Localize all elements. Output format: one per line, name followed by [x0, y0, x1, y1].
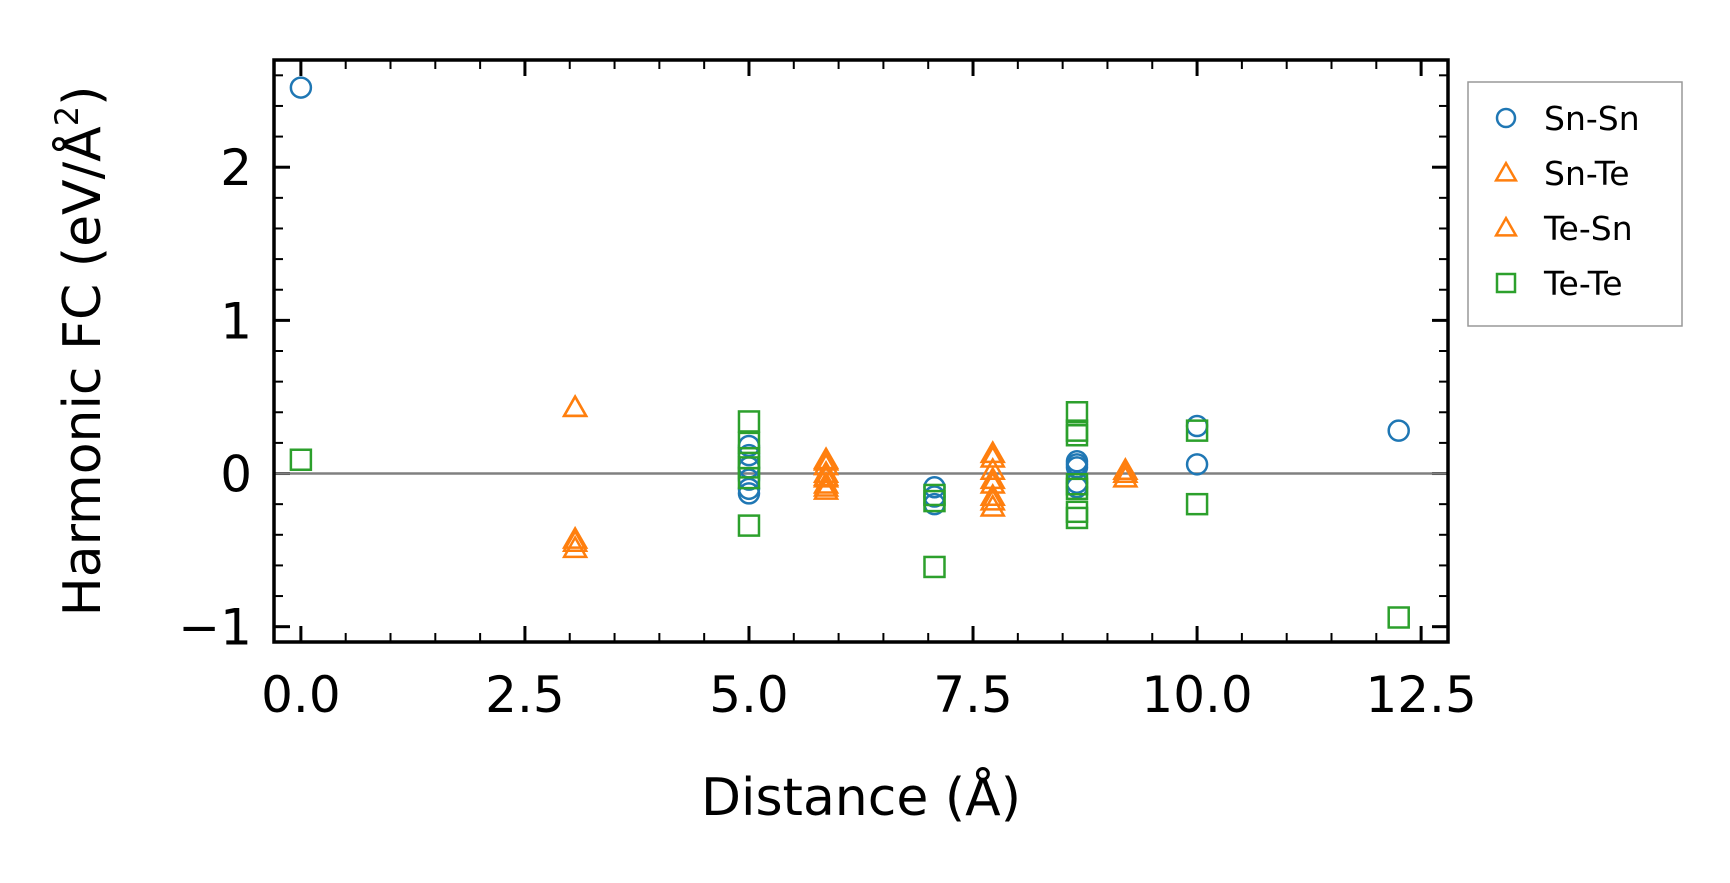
point-te-te: [1065, 423, 1089, 447]
point-sn-te: [1112, 464, 1139, 488]
x-axis-label: Distance (Å): [701, 766, 1021, 828]
point-te-te: [737, 410, 761, 433]
legend: Sn-Sn Sn-Te Te-Sn Te-Te: [1467, 81, 1683, 327]
point-te-te: [737, 466, 761, 490]
y-tick-label: −1: [178, 599, 252, 657]
series-sn-te: [561, 394, 1139, 559]
point-te-sn: [561, 394, 589, 418]
point-sn-sn: [1185, 453, 1209, 476]
point-sn-te: [979, 456, 1006, 480]
point-te-sn: [812, 473, 840, 497]
point-sn-sn: [737, 482, 761, 505]
point-te-te: [1185, 492, 1209, 516]
point-sn-sn: [1387, 419, 1410, 442]
x-tick-label: 7.5: [933, 666, 1013, 724]
legend-box: [1467, 81, 1683, 327]
point-te-te: [1065, 419, 1089, 442]
point-te-te: [923, 489, 946, 513]
point-te-te: [1065, 401, 1089, 424]
point-sn-te: [979, 493, 1006, 517]
y-axis-label: Harmonic FC (eV/Å2): [48, 86, 113, 617]
legend-marker-sn-te: [1493, 160, 1519, 182]
point-te-sn: [979, 487, 1006, 511]
point-sn-te: [561, 394, 589, 418]
point-sn-sn: [289, 76, 313, 99]
point-te-te: [289, 448, 313, 471]
legend-label-sn-te: Sn-Te: [1544, 154, 1630, 193]
series-te-te: [289, 401, 1410, 629]
point-sn-sn: [1065, 471, 1089, 494]
point-te-sn: [812, 447, 840, 471]
series-te-sn: [561, 394, 1139, 552]
x-tick-label: 5.0: [709, 666, 789, 724]
point-te-te: [737, 514, 761, 537]
point-te-te: [1065, 506, 1089, 530]
legend-label-sn-sn: Sn-Sn: [1544, 99, 1640, 138]
point-sn-sn: [1185, 414, 1209, 438]
y-tick-label: 2: [220, 139, 252, 197]
point-te-te: [1185, 419, 1209, 442]
y-tick-labels: −1 0 1 2: [178, 139, 252, 656]
point-sn-te: [1112, 456, 1139, 480]
y-axis-label-superscript: 2: [48, 106, 86, 126]
point-te-te: [1065, 477, 1089, 501]
ticks: [274, 60, 1448, 642]
data-points: [289, 76, 1410, 629]
y-axis-label-end: ): [53, 86, 113, 106]
legend-marker-te-te: [1495, 272, 1517, 294]
y-tick-label: 0: [220, 446, 252, 504]
point-sn-te: [979, 482, 1006, 506]
legend-marker-te-sn: [1493, 215, 1519, 237]
x-tick-labels: 0.0 2.5 5.0 7.5 10.0 12.5: [261, 666, 1477, 724]
point-te-sn: [561, 528, 589, 552]
legend-label-te-sn: Te-Sn: [1543, 209, 1633, 248]
point-sn-te: [812, 470, 840, 494]
point-sn-te: [561, 525, 589, 549]
plot-frame: [272, 58, 1450, 644]
y-tick-label: 1: [220, 292, 252, 350]
point-te-te: [923, 555, 946, 579]
x-tick-label: 12.5: [1365, 666, 1476, 724]
series-sn-sn: [289, 76, 1410, 516]
legend-marker-sn-sn: [1495, 107, 1517, 129]
legend-label-te-te: Te-Te: [1543, 264, 1623, 303]
x-tick-label: 0.0: [261, 666, 341, 724]
point-sn-te: [561, 535, 589, 559]
point-te-te: [1387, 606, 1410, 629]
y-axis-label-main: Harmonic FC (eV/Å: [51, 126, 113, 617]
point-te-sn: [812, 463, 840, 487]
point-te-sn: [1112, 460, 1139, 484]
point-te-te: [737, 431, 761, 455]
point-te-te: [1065, 500, 1089, 524]
x-tick-label: 10.0: [1141, 666, 1252, 724]
x-tick-label: 2.5: [485, 666, 565, 724]
point-sn-te: [812, 476, 840, 500]
